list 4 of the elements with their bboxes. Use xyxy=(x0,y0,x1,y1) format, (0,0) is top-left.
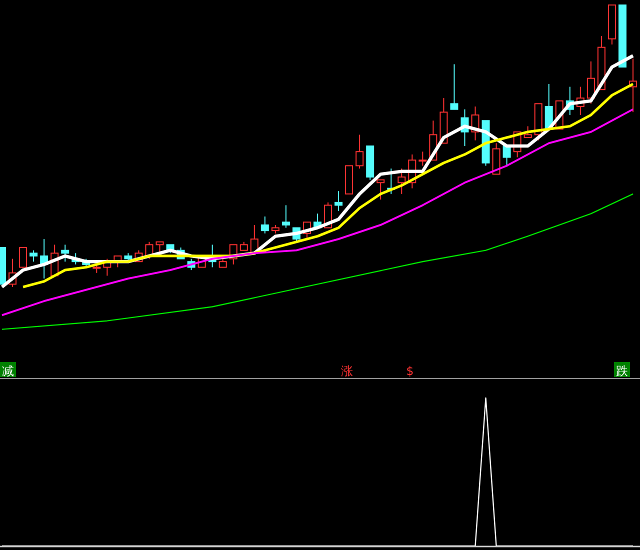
text: $ xyxy=(406,364,414,378)
text: 跌 xyxy=(616,364,628,378)
text: 涨 xyxy=(341,364,353,378)
text: 减 xyxy=(2,364,14,378)
